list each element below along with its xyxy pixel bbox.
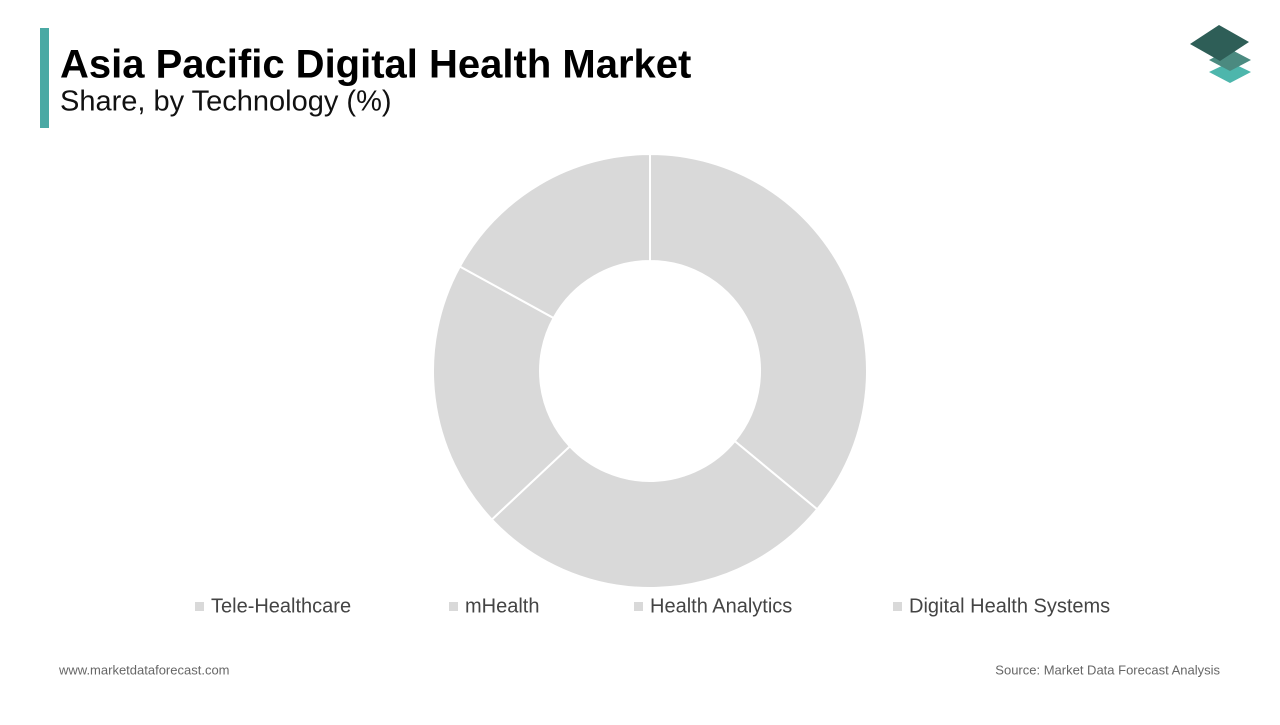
legend-marker (893, 602, 902, 611)
legend-label: Tele-Healthcare (211, 595, 351, 617)
donut-segment (458, 152, 651, 320)
donut-segment (432, 265, 572, 521)
legend-marker (634, 602, 643, 611)
accent-bar (40, 28, 49, 128)
chart-subtitle: Share, by Technology (%) (60, 86, 392, 118)
logo (1190, 25, 1251, 83)
donut-segment (649, 152, 868, 511)
legend-label: Health Analytics (650, 595, 792, 617)
donut-segment (490, 439, 819, 589)
legend-marker (449, 602, 458, 611)
footer-website: www.marketdataforecast.com (58, 662, 230, 677)
legend-label: mHealth (465, 595, 539, 617)
legend-marker (195, 602, 204, 611)
chart-title: Asia Pacific Digital Health Market (60, 43, 691, 87)
footer-source: Source: Market Data Forecast Analysis (995, 662, 1220, 677)
legend-label: Digital Health Systems (909, 595, 1110, 617)
